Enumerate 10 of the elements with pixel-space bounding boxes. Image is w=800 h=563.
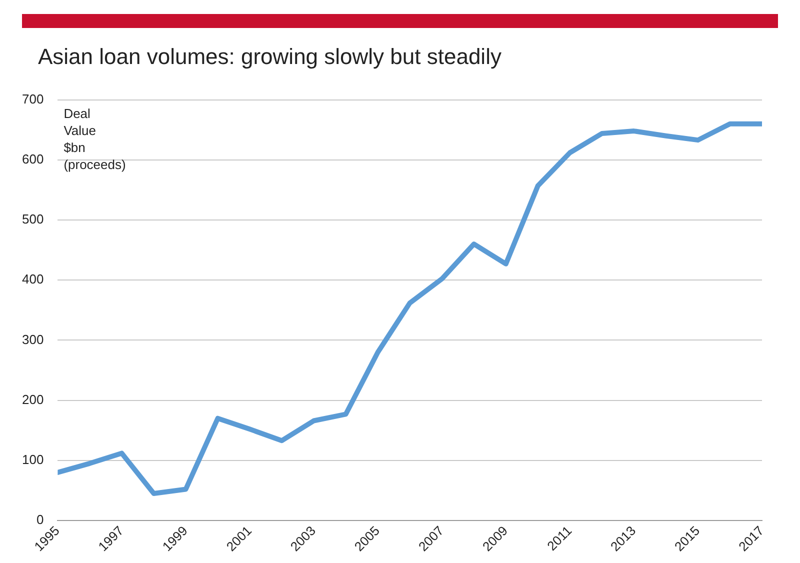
- y-tick-label: 400: [22, 272, 44, 287]
- y-tick-label: 700: [22, 91, 44, 106]
- y-tick-label: 100: [22, 452, 44, 467]
- y-tick-label: 300: [22, 332, 44, 347]
- y-axis-title: Deal Value $bn (proceeds): [64, 106, 126, 172]
- y-tick-label: 0: [36, 512, 44, 528]
- y-tick-label: 200: [22, 392, 44, 407]
- chart-title: Asian loan volumes: growing slowly but steadily: [38, 44, 502, 70]
- y-tick-label: 500: [22, 212, 44, 227]
- y-tick-label: 600: [22, 151, 44, 166]
